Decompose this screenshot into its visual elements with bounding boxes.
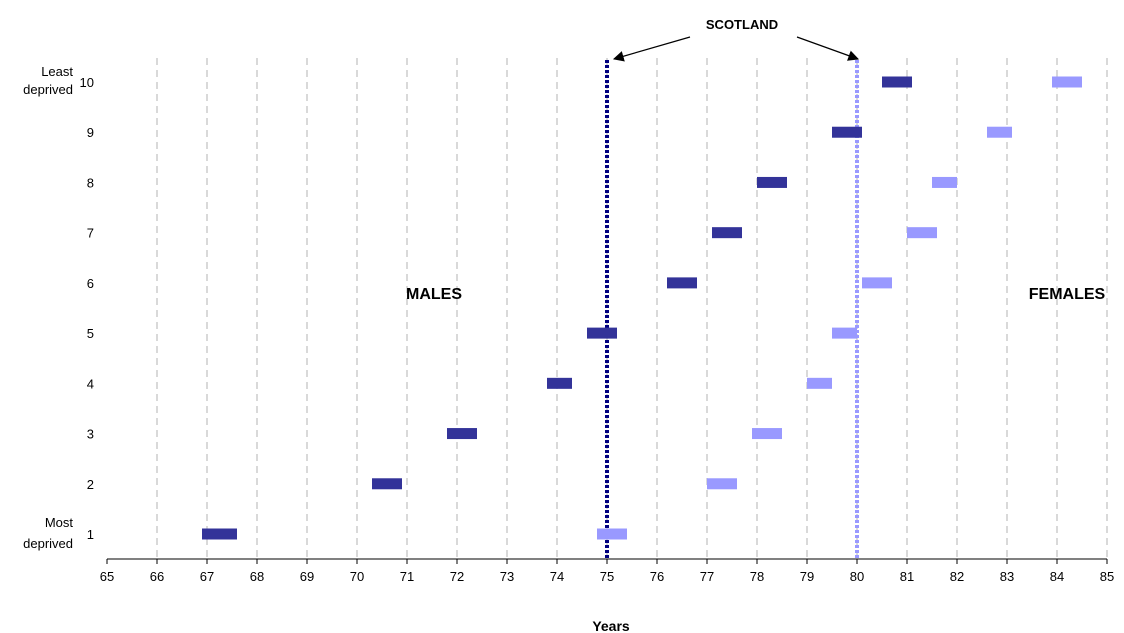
annotations: MALES FEMALES SCOTLAND Years Least depri… (23, 17, 1105, 633)
scotland-arrow-males (612, 36, 691, 62)
females-label: FEMALES (1029, 286, 1106, 303)
x-tick-label: 67 (200, 569, 214, 584)
x-tick-label: 65 (100, 569, 114, 584)
range-bar (832, 126, 862, 138)
vertical-gridlines (156, 58, 1108, 559)
range-bar (707, 478, 737, 490)
x-axis-title: Years (592, 618, 630, 633)
x-tick-label: 82 (950, 569, 964, 584)
y-tick-label: 4 (87, 376, 94, 391)
x-tick-label: 78 (750, 569, 764, 584)
range-bar (907, 227, 937, 239)
range-markers (202, 76, 1082, 540)
scotland-label: SCOTLAND (706, 17, 778, 32)
x-axis: 65 66 67 68 69 70 71 72 73 74 75 76 77 78 79 80 81 82 83 84… (100, 558, 1114, 584)
x-tick-label: 71 (400, 569, 414, 584)
y-tick-label: 7 (87, 226, 94, 241)
x-tick-label: 76 (650, 569, 664, 584)
range-bar (547, 377, 572, 389)
y-tick-label: 1 (87, 527, 94, 542)
y-tick-label: 5 (87, 326, 94, 341)
range-bar (202, 528, 237, 540)
range-bar (987, 126, 1012, 138)
x-tick-label: 79 (800, 569, 814, 584)
most-deprived-label-line1: Most (45, 515, 74, 530)
x-tick-label: 84 (1050, 569, 1064, 584)
x-tick-label: 77 (700, 569, 714, 584)
y-tick-label: 2 (87, 477, 94, 492)
range-bar (862, 277, 892, 289)
y-tick-label: 9 (87, 125, 94, 140)
y-tick-label: 8 (87, 175, 94, 190)
x-tick-label: 69 (300, 569, 314, 584)
x-tick-label: 83 (1000, 569, 1014, 584)
x-tick-label: 66 (150, 569, 164, 584)
least-deprived-label-line1: Least (41, 64, 73, 79)
range-bar (372, 478, 402, 490)
x-tick-label: 80 (850, 569, 864, 584)
x-tick-label: 73 (500, 569, 514, 584)
range-bar (712, 227, 742, 239)
y-tick-label: 6 (87, 276, 94, 291)
range-bar (667, 277, 697, 289)
x-tick-label: 70 (350, 569, 364, 584)
range-bar (587, 327, 617, 339)
x-tick-label: 81 (900, 569, 914, 584)
range-bar (832, 327, 857, 339)
x-tick-label: 68 (250, 569, 264, 584)
scotland-arrow-females (796, 36, 860, 61)
x-tick-label: 85 (1100, 569, 1114, 584)
most-deprived-label-line2: deprived (23, 536, 73, 551)
x-tick-label: 74 (550, 569, 564, 584)
range-bar (807, 377, 832, 389)
range-bar (447, 428, 477, 440)
range-bar (597, 528, 627, 540)
range-bar (932, 176, 957, 188)
y-tick-label: 10 (80, 75, 94, 90)
males-label: MALES (406, 286, 462, 303)
range-bar (757, 176, 787, 188)
least-deprived-label-line2: deprived (23, 82, 73, 97)
range-bar (882, 76, 912, 88)
x-tick-label: 72 (450, 569, 464, 584)
y-axis: 1 2 3 4 5 6 7 8 9 10 (80, 75, 94, 542)
x-tick-label: 75 (600, 569, 614, 584)
range-bar (1052, 76, 1082, 88)
scotland-reference-lines (605, 60, 859, 559)
y-tick-label: 3 (87, 427, 94, 442)
range-bar (752, 428, 782, 440)
